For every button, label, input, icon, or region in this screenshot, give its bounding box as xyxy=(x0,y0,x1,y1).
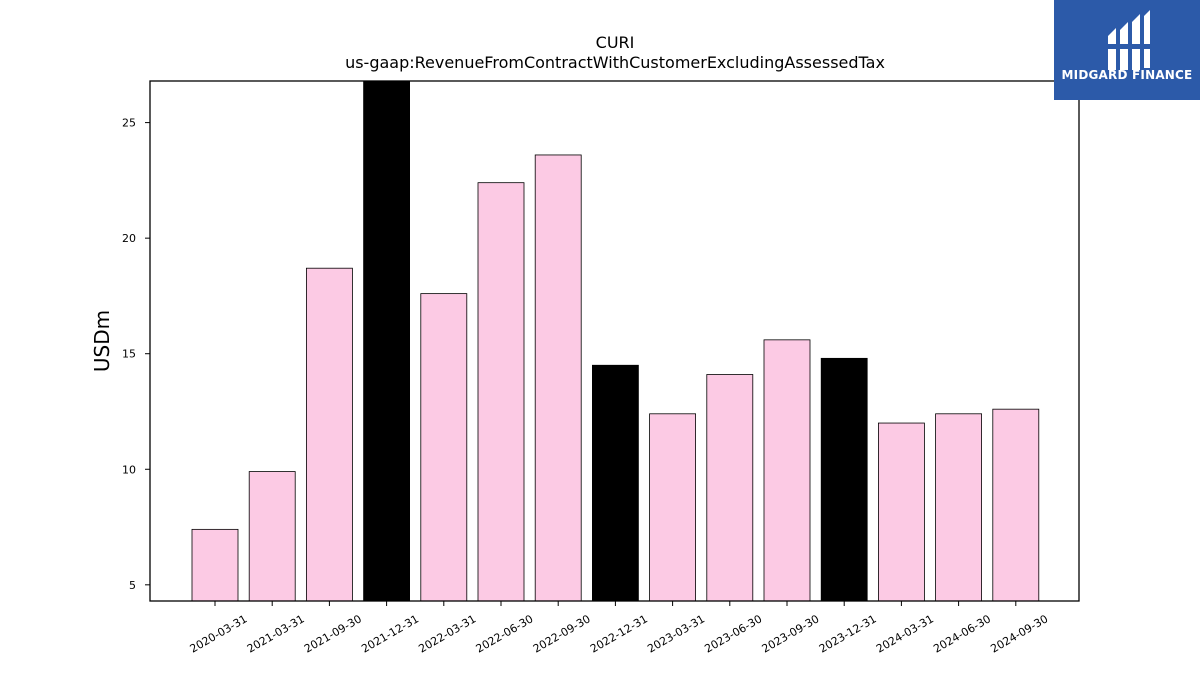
x-tick-label: 2020-03-31 xyxy=(188,612,250,655)
bar-2024-06-30 xyxy=(935,413,982,602)
x-axis: 2020-03-312021-03-312021-09-302021-12-31… xyxy=(188,601,1050,656)
bar-2024-03-31 xyxy=(878,422,925,602)
y-tick-label: 20 xyxy=(122,232,136,245)
bar-2022-03-31 xyxy=(420,293,468,602)
bars-group xyxy=(191,80,1040,602)
x-tick-label: 2024-09-30 xyxy=(988,612,1050,655)
bar-2020-03-31 xyxy=(191,528,239,602)
x-tick-label: 2022-06-30 xyxy=(474,612,536,655)
x-tick-label: 2023-06-30 xyxy=(702,612,764,655)
y-axis: 5 10 15 20 25 xyxy=(122,117,150,592)
x-tick-label: 2022-03-31 xyxy=(416,612,478,655)
chart-subtitle: us-gaap:RevenueFromContractWithCustomerE… xyxy=(345,53,885,72)
y-tick-label: 10 xyxy=(122,463,136,476)
bar-2021-09-30 xyxy=(305,267,353,602)
bar-2023-06-30 xyxy=(706,374,754,602)
x-tick-label: 2024-03-31 xyxy=(874,612,936,655)
bar-2022-09-30 xyxy=(534,154,582,602)
y-tick-label: 5 xyxy=(129,579,136,592)
y-axis-label: USDm xyxy=(90,310,114,372)
plot-frame xyxy=(149,80,1080,602)
bar-2021-12-31 xyxy=(363,80,411,602)
y-tick-label: 25 xyxy=(122,117,136,130)
bar-2023-03-31 xyxy=(649,413,696,602)
bar-2023-09-30 xyxy=(763,339,811,602)
bar-2023-12-31 xyxy=(820,357,868,602)
x-tick-label: 2021-12-31 xyxy=(359,612,421,655)
bar-2022-06-30 xyxy=(477,182,525,602)
x-tick-label: 2021-09-30 xyxy=(302,612,364,655)
bar-2021-03-31 xyxy=(248,471,296,602)
bar-2024-09-30 xyxy=(992,408,1040,602)
midgard-mark-icon xyxy=(1106,10,1152,70)
x-tick-label: 2021-03-31 xyxy=(245,612,307,655)
x-tick-label: 2023-09-30 xyxy=(760,612,822,655)
logo-text: MIDGARD FINANCE xyxy=(1061,68,1193,82)
x-tick-label: 2022-12-31 xyxy=(588,612,650,655)
bar-2022-12-31 xyxy=(592,364,639,602)
midgard-finance-logo: MIDGARD FINANCE xyxy=(1054,0,1200,100)
x-tick-label: 2024-06-30 xyxy=(931,612,993,655)
x-tick-label: 2023-03-31 xyxy=(645,612,707,655)
x-tick-label: 2023-12-31 xyxy=(817,612,879,655)
y-tick-label: 15 xyxy=(122,348,136,361)
chart-title: CURI xyxy=(596,33,635,52)
x-tick-label: 2022-09-30 xyxy=(531,612,593,655)
